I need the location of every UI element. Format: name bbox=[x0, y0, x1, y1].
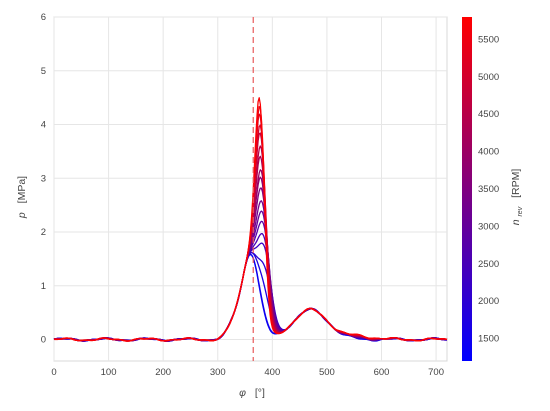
y-tick-label: 1 bbox=[41, 281, 46, 292]
x-tick-label: 300 bbox=[210, 367, 226, 378]
colorbar-tick-label: 3500 bbox=[478, 184, 499, 195]
colorbar-tick-label: 1500 bbox=[478, 334, 499, 345]
y-axis-label: p [MPa] bbox=[16, 176, 28, 219]
x-tick-labels: 0 100 200 300 400 500 600 700 bbox=[51, 367, 444, 378]
colorbar bbox=[462, 17, 472, 361]
x-axis-label: φ [°] bbox=[239, 387, 265, 399]
colorbar-tick-label: 5000 bbox=[478, 72, 499, 83]
plot-frame bbox=[53, 16, 448, 362]
x-tick-label: 600 bbox=[374, 367, 390, 378]
colorbar-unit: [RPM] bbox=[510, 169, 522, 198]
x-axis-unit: [°] bbox=[255, 387, 265, 399]
y-axis-unit: [MPa] bbox=[16, 176, 28, 204]
x-tick-label: 0 bbox=[51, 367, 56, 378]
colorbar-tick-label: 4500 bbox=[478, 109, 499, 120]
y-tick-label: 6 bbox=[41, 12, 46, 23]
x-tick-label: 700 bbox=[428, 367, 444, 378]
colorbar-tick-label: 4000 bbox=[478, 147, 499, 158]
x-axis-symbol: φ bbox=[239, 387, 246, 399]
colorbar-tick-label: 3000 bbox=[478, 221, 499, 232]
series-line-5750-rpm bbox=[53, 97, 448, 342]
y-tick-labels: 0 1 2 3 4 5 6 bbox=[41, 12, 46, 346]
x-tick-label: 100 bbox=[101, 367, 117, 378]
y-tick-label: 4 bbox=[41, 120, 46, 131]
x-tick-label: 500 bbox=[319, 367, 335, 378]
y-axis-symbol: p bbox=[16, 212, 28, 219]
colorbar-label: n rev [RPM] bbox=[510, 169, 525, 226]
colorbar-tick-label: 2500 bbox=[478, 259, 499, 270]
plot-area bbox=[53, 16, 448, 362]
y-tick-label: 5 bbox=[41, 66, 46, 77]
colorbar-tick-label: 2000 bbox=[478, 296, 499, 307]
grid-lines bbox=[53, 16, 447, 361]
series-group bbox=[53, 97, 448, 342]
x-tick-label: 400 bbox=[264, 367, 280, 378]
colorbar-symbol: n bbox=[510, 219, 522, 225]
colorbar-tick-label: 5500 bbox=[478, 34, 499, 45]
y-tick-label: 3 bbox=[41, 173, 46, 184]
colorbar-tick-labels: 1500 2000 2500 3000 3500 4000 4500 5000 5500 bbox=[478, 34, 499, 344]
colorbar-subscript: rev bbox=[517, 206, 524, 216]
y-tick-label: 0 bbox=[41, 335, 46, 346]
x-tick-label: 200 bbox=[155, 367, 171, 378]
y-tick-label: 2 bbox=[41, 227, 46, 238]
